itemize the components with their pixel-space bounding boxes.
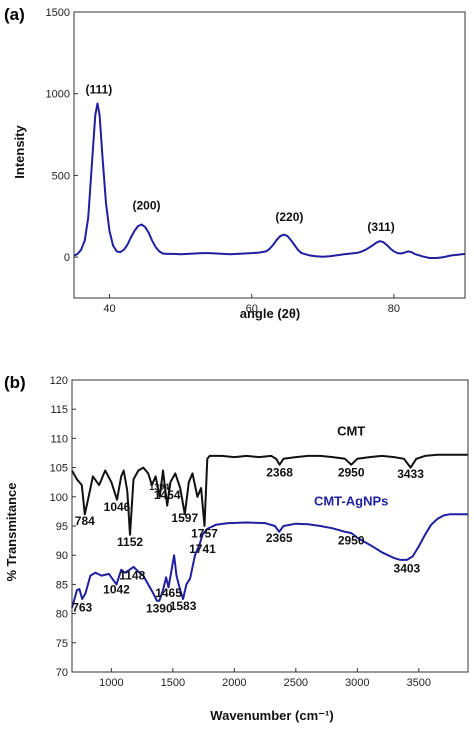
peak-label: 1390 xyxy=(146,601,173,615)
series-label: CMT-AgNPs xyxy=(314,494,388,509)
y-tick-label: 100 xyxy=(50,492,68,504)
peak-label: 763 xyxy=(72,600,92,614)
axis-ticks-b: 70 75 80 85 90 95 100 105 110 115 120 1000 1500 2000 2… xyxy=(50,375,431,689)
peak-label: 1046 xyxy=(104,500,131,514)
peak-label: (311) xyxy=(367,220,394,234)
xrd-panel: (a) Intensity angle (2θ) 0 500 1000 1500 40 6… xyxy=(4,5,466,321)
peak-label: 1148 xyxy=(119,569,145,583)
peak-label: 1454 xyxy=(154,488,181,502)
series-line-cmt-agnps xyxy=(71,513,468,609)
peak-label: 2950 xyxy=(338,465,365,479)
y-tick-label: 90 xyxy=(56,550,68,562)
plot-lines-a xyxy=(73,102,466,259)
series-label: CMT xyxy=(337,423,365,438)
xrd-pattern-line xyxy=(73,102,466,259)
peak-label: 1465 xyxy=(155,586,182,600)
y-tick-label: 1500 xyxy=(46,7,70,19)
ftir-panel: (b) % Transmitance Wavenumber (cm⁻¹) 707… xyxy=(4,373,469,723)
x-tick-label: 3500 xyxy=(407,677,431,689)
y-tick-label: 500 xyxy=(52,170,70,182)
y-tick-label: 1000 xyxy=(46,89,70,101)
y-tick-label: 0 xyxy=(64,252,70,264)
peak-label: 1394 xyxy=(149,482,169,492)
peak-label: 1042 xyxy=(103,583,130,597)
y-tick-label: 95 xyxy=(56,521,68,533)
plot-frame-a xyxy=(73,11,466,299)
peak-label: (111) xyxy=(86,83,113,97)
x-tick-label: 80 xyxy=(388,303,400,315)
peak-label: 3433 xyxy=(397,467,424,481)
series-line-cmt xyxy=(71,453,468,536)
peak-label: 1757 xyxy=(191,527,218,541)
peak-label: 784 xyxy=(75,514,95,528)
y-tick-label: 115 xyxy=(50,404,68,416)
peak-label: (220) xyxy=(275,210,303,224)
x-tick-label: 2000 xyxy=(222,677,246,689)
y-axis-label-b: % Transmitance xyxy=(4,483,19,582)
peak-label: (200) xyxy=(133,199,161,213)
peak-label: 3403 xyxy=(394,562,421,576)
plot-lines-b xyxy=(71,453,468,609)
y-tick-label: 85 xyxy=(56,579,68,591)
y-tick-label: 80 xyxy=(56,609,68,621)
x-tick-label: 60 xyxy=(246,303,258,315)
x-tick-label: 40 xyxy=(103,303,115,315)
peak-label: 1583 xyxy=(170,599,197,613)
y-tick-label: 75 xyxy=(56,638,68,650)
peak-label: 1741 xyxy=(189,542,216,556)
annotations-a: (111) (200) (220) (311) xyxy=(86,83,395,234)
y-tick-label: 105 xyxy=(50,463,68,475)
y-tick-label: 110 xyxy=(50,433,68,445)
axis-ticks-a: 0 500 1000 1500 40 60 80 xyxy=(46,7,401,315)
peak-label: 2950 xyxy=(338,534,365,548)
peak-label: 1152 xyxy=(117,535,143,549)
x-axis-label-b: Wavenumber (cm⁻¹) xyxy=(210,708,333,723)
peak-label: 1597 xyxy=(171,511,198,525)
plot-frame-b xyxy=(71,379,469,673)
y-tick-label: 70 xyxy=(56,667,68,679)
panel-label-a: (a) xyxy=(4,5,25,24)
x-axis-label-a: angle (2θ) xyxy=(240,306,300,321)
x-tick-label: 2500 xyxy=(284,677,308,689)
peak-label: 2368 xyxy=(266,465,293,479)
y-tick-label: 120 xyxy=(50,375,68,387)
peak-label: 2365 xyxy=(266,531,293,545)
y-axis-label-a: Intensity xyxy=(12,125,27,179)
x-tick-label: 1000 xyxy=(99,677,123,689)
panel-label-b: (b) xyxy=(4,373,26,392)
x-tick-label: 1500 xyxy=(161,677,185,689)
x-tick-label: 3000 xyxy=(345,677,369,689)
